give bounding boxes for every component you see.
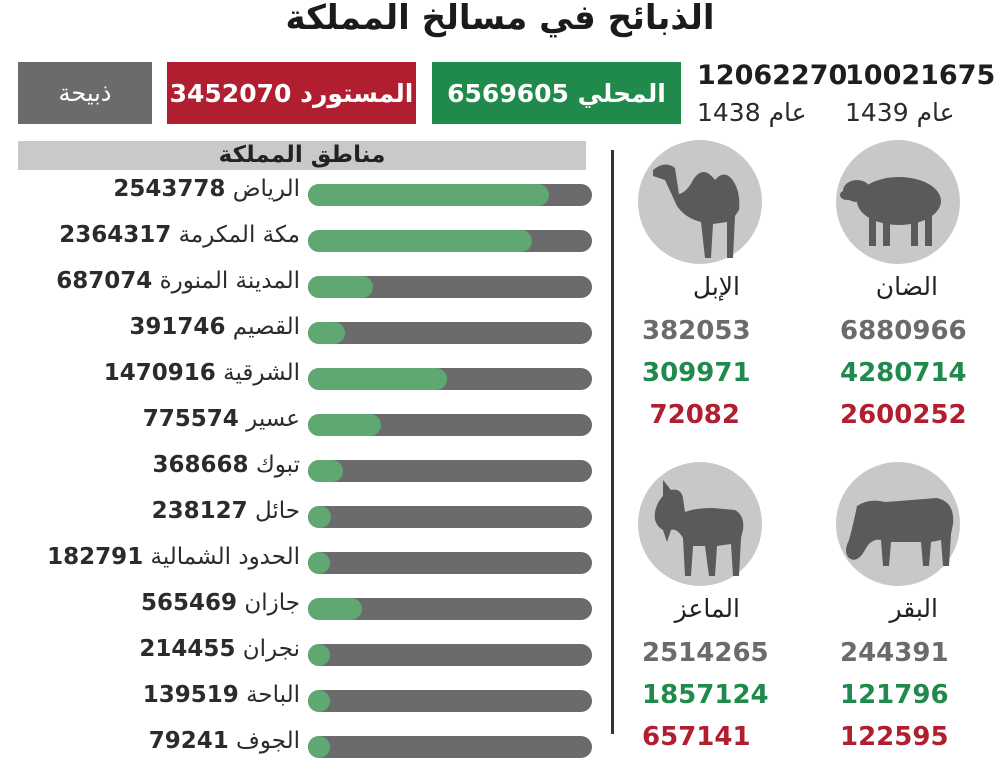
animal-name: الإبل bbox=[692, 272, 740, 301]
region-name: جازان bbox=[244, 590, 300, 616]
slaughter-label-box: ذبيحة bbox=[18, 62, 152, 124]
region-bar bbox=[308, 368, 448, 390]
region-name: نجران bbox=[242, 636, 300, 662]
year-1438-total: 12062270 bbox=[697, 60, 848, 91]
region-value: 238127 bbox=[151, 498, 248, 524]
imported-total-box: المستورد 3452070 bbox=[167, 62, 416, 124]
local-label: المحلي bbox=[577, 78, 666, 108]
region-bar bbox=[308, 644, 330, 666]
region-value: 182791 bbox=[47, 544, 144, 570]
animal-imported: 72082 bbox=[649, 400, 740, 430]
year-1439-label: عام 1439 bbox=[845, 98, 955, 127]
region-bar-track bbox=[308, 276, 592, 298]
animal-imported: 122595 bbox=[840, 722, 949, 752]
imported-label: المستورد bbox=[300, 78, 414, 108]
region-bar bbox=[308, 460, 343, 482]
region-label: مكة المكرمة 2364317 bbox=[0, 222, 300, 248]
region-bar-track bbox=[308, 460, 592, 482]
region-bar bbox=[308, 552, 330, 574]
animal-local: 309971 bbox=[642, 358, 751, 388]
animal-local: 4280714 bbox=[840, 358, 967, 388]
region-bar bbox=[308, 322, 346, 344]
cow-icon bbox=[836, 462, 960, 586]
region-value: 2543778 bbox=[113, 176, 226, 202]
sheep-icon bbox=[836, 140, 960, 264]
region-bar-track bbox=[308, 598, 592, 620]
year-1438-label: عام 1438 bbox=[697, 98, 807, 127]
region-name: عسير bbox=[246, 406, 300, 432]
region-value: 565469 bbox=[141, 590, 238, 616]
animal-local: 121796 bbox=[840, 680, 949, 710]
region-bar bbox=[308, 276, 374, 298]
region-label: جازان 565469 bbox=[0, 590, 300, 616]
animal-imported: 2600252 bbox=[840, 400, 967, 430]
region-label: الباحة 139519 bbox=[0, 682, 300, 708]
year-1439-total: 10021675 bbox=[845, 60, 996, 91]
region-label: الشرقية 1470916 bbox=[0, 360, 300, 386]
animal-local: 1857124 bbox=[642, 680, 769, 710]
region-value: 2364317 bbox=[59, 222, 172, 248]
goat-icon bbox=[638, 462, 762, 586]
region-label: نجران 214455 bbox=[0, 636, 300, 662]
region-name: الشرقية bbox=[223, 360, 300, 386]
region-bar-track bbox=[308, 506, 592, 528]
region-label: حائل 238127 bbox=[0, 498, 300, 524]
imported-total: 3452070 bbox=[169, 78, 292, 108]
animal-total: 244391 bbox=[840, 638, 949, 668]
region-bar-track bbox=[308, 690, 592, 712]
region-bar-track bbox=[308, 736, 592, 758]
region-name: المدينة المنورة bbox=[159, 268, 300, 294]
region-value: 391746 bbox=[129, 314, 226, 340]
region-label: تبوك 368668 bbox=[0, 452, 300, 478]
region-label: الرياض 2543778 bbox=[0, 176, 300, 202]
region-value: 368668 bbox=[152, 452, 249, 478]
animal-name: الماعز bbox=[674, 594, 740, 623]
region-name: مكة المكرمة bbox=[178, 222, 300, 248]
region-bar bbox=[308, 230, 532, 252]
animal-name: الضان bbox=[875, 272, 938, 301]
region-bar bbox=[308, 736, 330, 758]
region-bar bbox=[308, 598, 362, 620]
animal-total: 6880966 bbox=[840, 316, 967, 346]
animal-name: البقر bbox=[889, 594, 938, 623]
region-name: الجوف bbox=[236, 728, 300, 754]
region-bar bbox=[308, 690, 330, 712]
region-value: 139519 bbox=[142, 682, 239, 708]
region-name: تبوك bbox=[255, 452, 300, 478]
region-label: الجوف 79241 bbox=[0, 728, 300, 754]
animal-imported: 657141 bbox=[642, 722, 751, 752]
region-value: 1470916 bbox=[103, 360, 216, 386]
local-total: 6569605 bbox=[447, 78, 569, 108]
region-name: الحدود الشمالية bbox=[150, 544, 300, 570]
page-title: الذبائح في مسالخ المملكة bbox=[285, 0, 715, 38]
region-bar bbox=[308, 506, 331, 528]
regions-chart-title: مناطق المملكة bbox=[18, 141, 586, 170]
region-bar bbox=[308, 414, 382, 436]
region-name: الباحة bbox=[246, 682, 300, 708]
region-bar-track bbox=[308, 644, 592, 666]
region-label: الحدود الشمالية 182791 bbox=[0, 544, 300, 570]
region-name: حائل bbox=[254, 498, 300, 524]
region-value: 687074 bbox=[56, 268, 153, 294]
divider bbox=[611, 150, 614, 734]
region-label: المدينة المنورة 687074 bbox=[0, 268, 300, 294]
region-bar-track bbox=[308, 322, 592, 344]
region-value: 79241 bbox=[148, 728, 229, 754]
animal-total: 2514265 bbox=[642, 638, 769, 668]
slaughter-label: ذبيحة bbox=[58, 79, 112, 107]
region-name: القصيم bbox=[232, 314, 300, 340]
region-value: 214455 bbox=[139, 636, 236, 662]
region-name: الرياض bbox=[232, 176, 300, 202]
region-bar-track bbox=[308, 552, 592, 574]
local-total-box: المحلي 6569605 bbox=[432, 62, 681, 124]
region-value: 775574 bbox=[142, 406, 239, 432]
region-label: القصيم 391746 bbox=[0, 314, 300, 340]
region-label: عسير 775574 bbox=[0, 406, 300, 432]
animal-total: 382053 bbox=[642, 316, 751, 346]
camel-icon bbox=[638, 140, 762, 264]
region-bar bbox=[308, 184, 549, 206]
